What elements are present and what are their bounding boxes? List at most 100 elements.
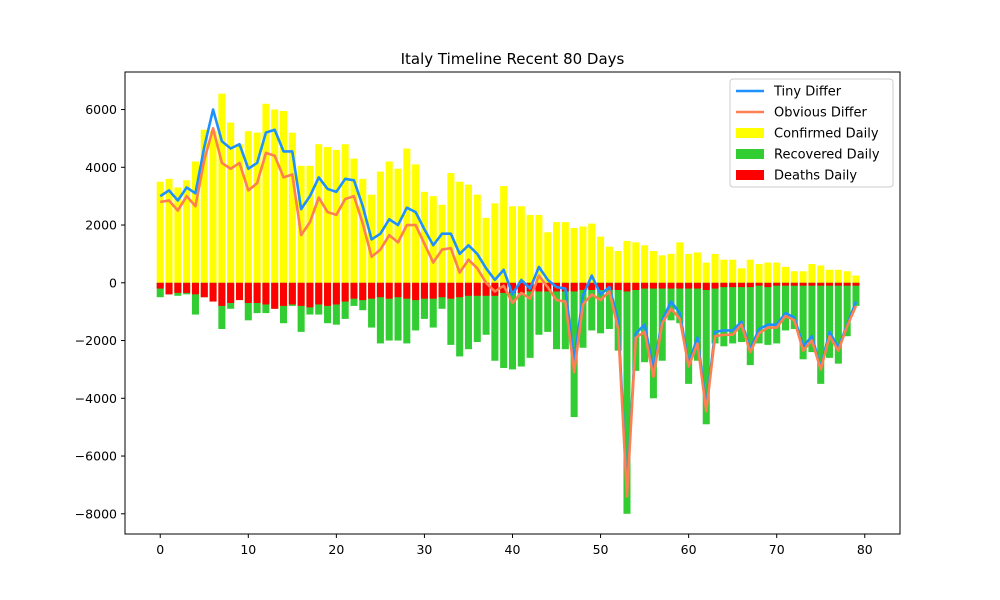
confirmed-daily-bar: [271, 109, 279, 283]
deaths-daily-bar: [799, 282, 807, 286]
recovered-daily-bar: [702, 282, 710, 425]
recovered-daily-bar: [156, 282, 164, 298]
x-tick-label: 40: [505, 542, 521, 557]
recovered-daily-bar: [403, 282, 411, 344]
confirmed-daily-bar: [376, 171, 384, 283]
deaths-daily-bar: [579, 282, 587, 291]
recovered-daily-bar: [526, 282, 534, 358]
deaths-daily-bar: [755, 282, 763, 286]
legend: Tiny Differ Obvious Differ Confirmed Daily…: [729, 78, 894, 188]
deaths-daily-bar: [570, 282, 578, 292]
recovered-daily-bar: [579, 282, 587, 348]
deaths-daily-bar: [614, 282, 622, 291]
deaths-daily-bar: [808, 282, 816, 286]
deaths-daily-bar: [235, 282, 244, 301]
y-axis: −8000 −6000 −4000 −2000 0 2000 4000 6000: [75, 102, 125, 521]
confirmed-daily-bar: [385, 161, 393, 283]
x-tick-label: 70: [769, 542, 785, 557]
confirmed-daily-bar: [209, 131, 217, 283]
deaths-daily-bar: [218, 282, 226, 306]
recovered-daily-bar: [561, 282, 569, 350]
confirmed-daily-bar: [526, 214, 534, 283]
deaths-daily-bar: [271, 282, 279, 309]
confirmed-daily-bar: [790, 271, 798, 283]
recovered-daily-bar: [711, 282, 719, 344]
recovered-daily-bar: [729, 282, 737, 344]
deaths-daily-bar: [641, 282, 649, 289]
recovered-daily-bar: [693, 282, 701, 361]
x-tick-label: 60: [681, 542, 697, 557]
recovered-daily-bar: [773, 282, 781, 344]
confirmed-daily-bar: [720, 259, 728, 283]
deaths-daily-bar: [711, 282, 719, 289]
deaths-daily-bar: [632, 282, 640, 291]
deaths-daily-bar: [420, 282, 428, 299]
recovered-daily-bar: [447, 282, 455, 345]
deaths-daily-bar: [826, 282, 834, 286]
legend-label: Obvious Differ: [774, 106, 867, 121]
deaths-daily-bar: [623, 282, 631, 292]
deaths-daily-bar: [561, 282, 569, 292]
confirmed-daily-bar: [693, 252, 701, 283]
recovered-daily-bar: [764, 282, 772, 345]
deaths-daily-bar: [843, 282, 851, 286]
recovered-daily-bar: [605, 282, 613, 329]
recovered-daily-bar: [746, 282, 754, 366]
deaths-daily-bar: [676, 282, 684, 289]
confirmed-daily-bar: [729, 259, 737, 283]
deaths-daily-bar: [429, 282, 437, 299]
deaths-daily-bar: [315, 282, 323, 305]
confirmed-daily-bar: [341, 144, 349, 283]
confirmed-daily-bar: [676, 242, 684, 283]
confirmed-daily-bar: [649, 251, 657, 283]
confirmed-daily-bar: [561, 222, 569, 283]
chart-title: Italy Timeline Recent 80 Days: [401, 50, 625, 68]
recovered-daily-bar: [508, 282, 517, 370]
deaths-daily-bar: [702, 282, 710, 291]
deaths-daily-bar: [368, 282, 376, 299]
deaths-daily-bar: [464, 282, 472, 296]
confirmed-daily-bar: [641, 245, 649, 283]
confirmed-daily-bar: [429, 196, 437, 283]
confirmed-daily-bar: [711, 253, 719, 283]
confirmed-daily-bar: [737, 268, 745, 283]
obvious-differ-line: [160, 127, 858, 498]
deaths-daily-bar: [649, 282, 657, 289]
legend-swatch: [736, 149, 764, 159]
confirmed-daily-bar: [852, 275, 860, 283]
x-tick-label: 10: [240, 542, 256, 557]
x-tick-label: 20: [328, 542, 344, 557]
recovered-daily-bar: [376, 282, 384, 344]
deaths-daily-bar: [394, 282, 402, 298]
deaths-daily-bar: [438, 282, 446, 298]
legend-label: Confirmed Daily: [774, 127, 879, 142]
y-tick-label: −4000: [75, 391, 117, 406]
confirmed-daily-bar: [781, 266, 790, 283]
confirmed-daily-bar: [500, 186, 508, 283]
confirmed-daily-bar: [614, 251, 622, 283]
confirmed-daily-bar: [508, 206, 517, 283]
deaths-daily-bar: [482, 282, 490, 296]
deaths-daily-bar: [183, 282, 191, 293]
legend-label: Tiny Differ: [773, 85, 842, 100]
deaths-daily-bar: [156, 282, 164, 289]
legend-label: Recovered Daily: [774, 148, 880, 163]
recovered-daily-bar: [623, 282, 631, 514]
deaths-daily-bar: [412, 282, 420, 301]
x-tick-label: 50: [593, 542, 609, 557]
confirmed-daily-bar: [799, 271, 807, 283]
deaths-daily-bar: [174, 282, 182, 293]
recovered-daily-bar: [781, 282, 790, 331]
confirmed-daily-bar: [174, 187, 182, 283]
confirmed-daily-bar: [244, 131, 252, 283]
deaths-daily-bar: [341, 282, 349, 302]
confirmed-daily-bar: [262, 103, 270, 283]
recovered-daily-bar: [420, 282, 428, 319]
deaths-daily-bar: [764, 282, 772, 288]
confirmed-daily-bar: [482, 217, 490, 283]
recovered-daily-bar: [737, 282, 745, 342]
deaths-daily-bar: [385, 282, 393, 299]
y-tick-label: 0: [109, 275, 117, 290]
deaths-daily-bar: [517, 282, 525, 293]
